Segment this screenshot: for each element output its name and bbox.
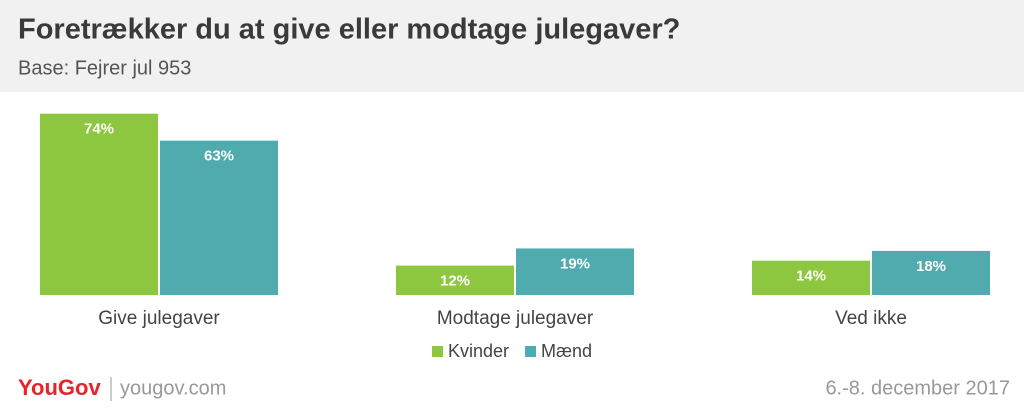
value-label: 12% — [440, 273, 470, 290]
bar — [396, 265, 514, 295]
header-band — [0, 0, 1024, 92]
category-label: Ved ikke — [835, 308, 907, 329]
legend-label: Kvinder — [448, 341, 509, 361]
bar — [516, 248, 634, 295]
chart-title: Foretrækker du at give eller modtage jul… — [18, 14, 680, 46]
value-label: 19% — [560, 255, 590, 272]
bar — [160, 140, 278, 295]
legend-swatch — [525, 346, 537, 357]
category-label: Give julegaver — [98, 308, 220, 329]
category-label: Modtage julegaver — [437, 308, 594, 329]
chart-subtitle: Base: Fejrer jul 953 — [18, 57, 191, 79]
value-label: 63% — [204, 148, 234, 165]
legend-swatch — [432, 346, 443, 357]
date: 6.-8. december 2017 — [825, 377, 1010, 399]
bar — [752, 260, 870, 295]
brand-logo: YouGov — [18, 375, 101, 400]
bar — [40, 113, 158, 295]
bar — [872, 250, 990, 295]
legend-label: Mænd — [541, 341, 592, 361]
value-label: 74% — [84, 121, 114, 138]
value-label: 18% — [916, 258, 946, 275]
website: yougov.com — [120, 377, 226, 399]
value-label: 14% — [796, 268, 826, 285]
